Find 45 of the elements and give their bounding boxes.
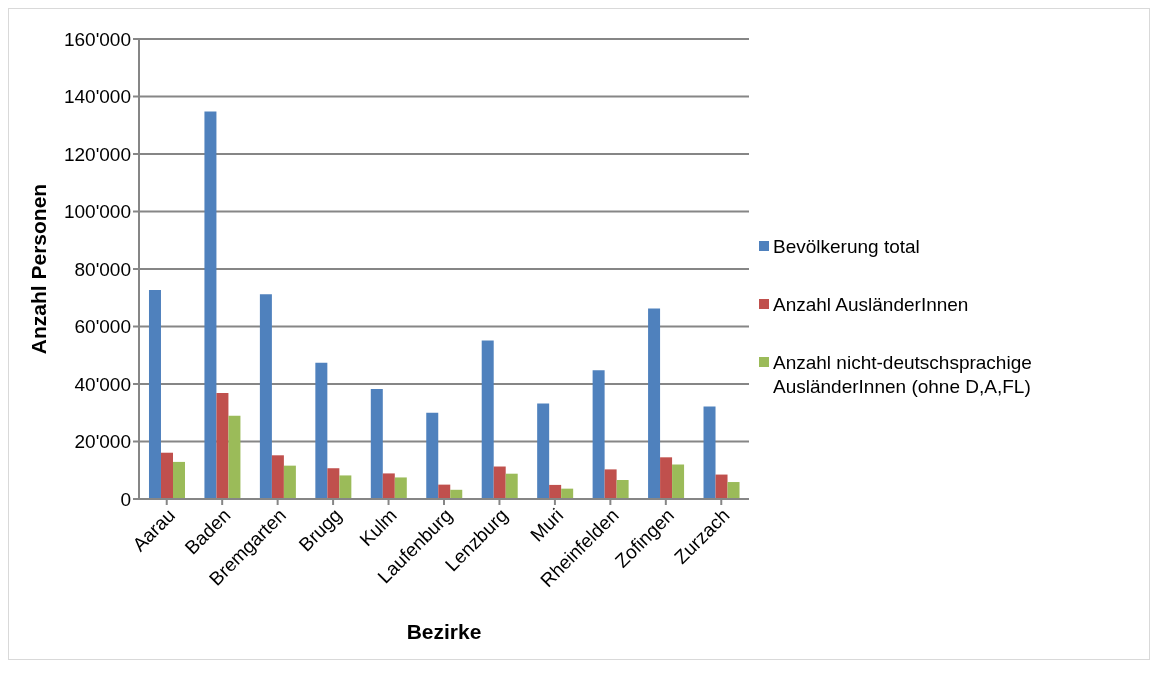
bar <box>327 468 340 499</box>
legend-label: Bevölkerung total <box>773 235 920 259</box>
bar <box>537 403 550 499</box>
y-tick-label: 160'000 <box>63 28 131 50</box>
bar <box>481 340 494 499</box>
bar <box>259 294 272 499</box>
bar <box>616 480 629 499</box>
bar <box>727 482 740 499</box>
bar <box>549 484 562 499</box>
bar <box>592 370 605 499</box>
bar <box>315 362 328 499</box>
y-tick-label: 0 <box>120 488 131 510</box>
bar <box>228 415 241 499</box>
bar <box>339 475 352 499</box>
bar <box>438 484 451 499</box>
bar <box>172 461 185 499</box>
bar <box>271 455 284 499</box>
bar <box>216 392 229 499</box>
y-axis-title: Anzahl Personen <box>27 183 51 355</box>
bar <box>370 388 383 499</box>
bar <box>426 412 439 499</box>
bar <box>604 469 617 499</box>
bar <box>505 473 518 499</box>
bar <box>493 466 506 499</box>
bar <box>148 289 161 499</box>
bar <box>703 406 716 499</box>
legend-label: Anzahl nicht-deutschsprachige AusländerInnen (ohne D,A,FL) <box>773 351 1033 399</box>
bar <box>660 457 673 499</box>
y-tick-label: 120'000 <box>63 143 131 165</box>
y-tick-label: 140'000 <box>63 86 131 108</box>
bar <box>160 452 173 499</box>
x-axis-title: Bezirke <box>406 620 482 643</box>
bar <box>382 473 395 499</box>
bar <box>204 111 217 499</box>
y-tick-label: 20'000 <box>74 431 131 453</box>
y-tick-label: 100'000 <box>63 201 131 223</box>
y-tick-label: 60'000 <box>74 316 131 338</box>
legend-label: Anzahl AusländerInnen <box>773 293 969 317</box>
bar <box>715 474 728 499</box>
bar <box>394 477 407 499</box>
y-tick-label: 80'000 <box>74 258 131 280</box>
bar <box>672 464 685 499</box>
bar <box>648 308 661 499</box>
y-tick-label: 40'000 <box>74 373 131 395</box>
bar <box>283 465 296 499</box>
